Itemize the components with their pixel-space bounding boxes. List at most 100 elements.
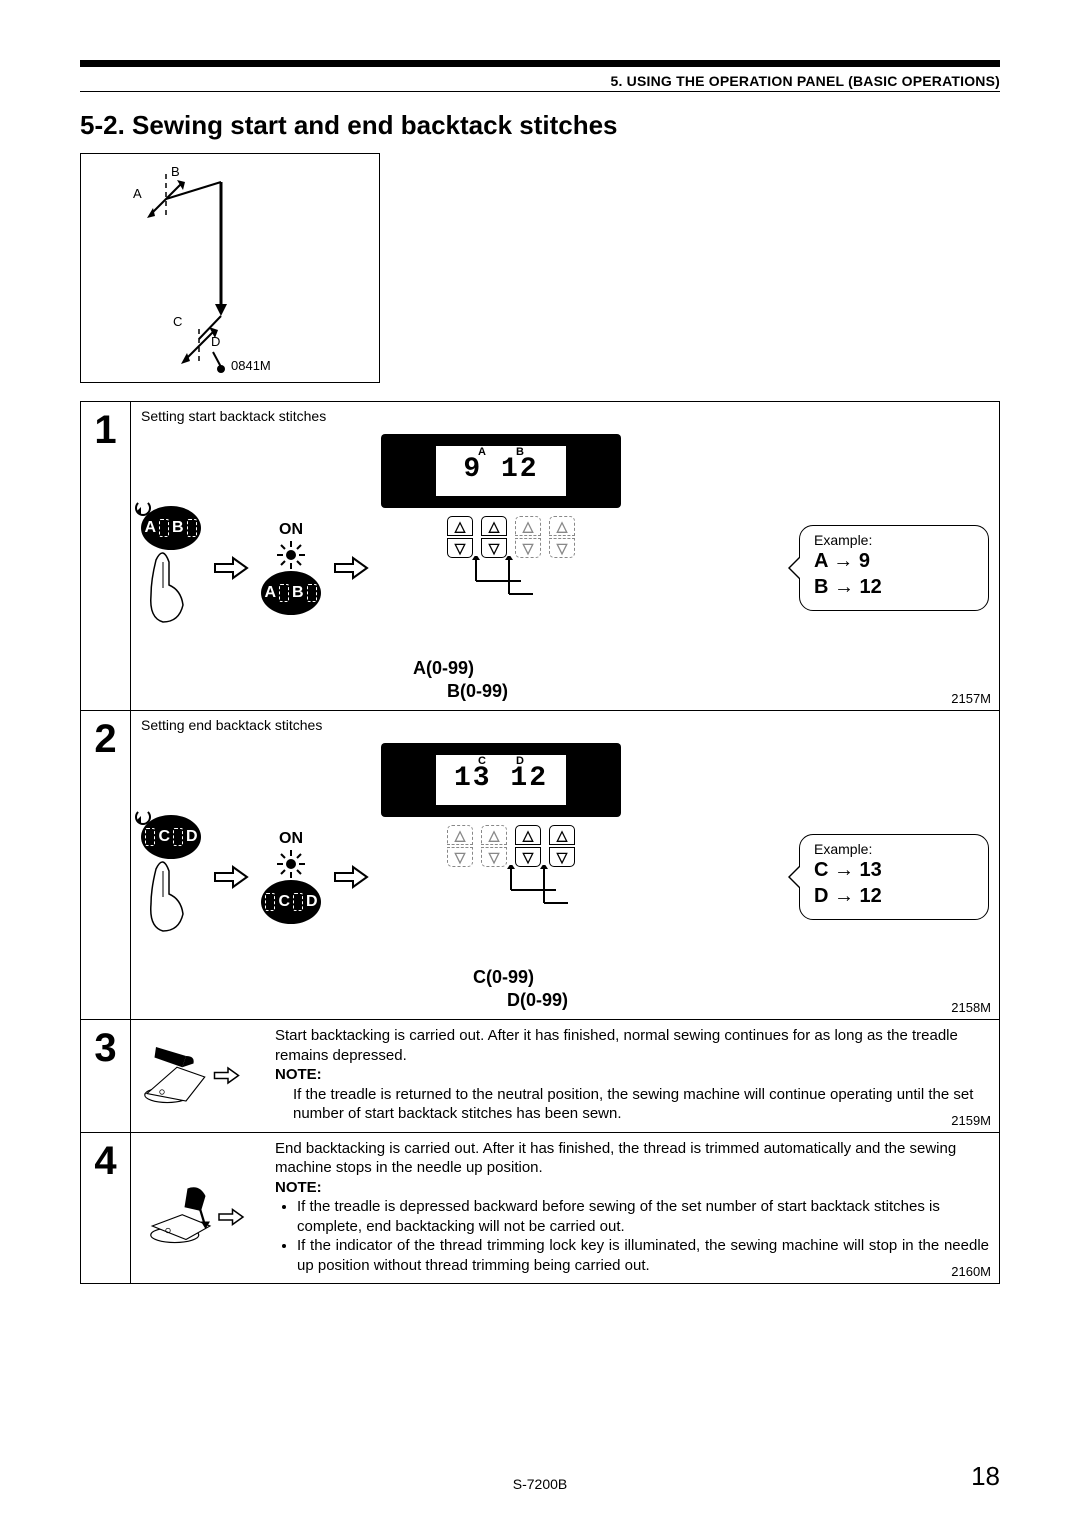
- key-up[interactable]: △: [447, 516, 473, 536]
- step-4-bullet-2: If the indicator of the thread trimming …: [297, 1236, 989, 1275]
- note-title: NOTE:: [275, 1178, 989, 1198]
- arrow-icon: [211, 548, 251, 588]
- key-down-disabled: ▽: [515, 538, 541, 558]
- step-4-text: End backtacking is carried out. After it…: [275, 1140, 956, 1177]
- step-1-num: 1: [81, 402, 131, 710]
- figure-id: 2158M: [951, 1000, 991, 1015]
- display-digits: 13 12: [454, 763, 548, 794]
- figure-id: 2157M: [951, 691, 991, 706]
- loop-icon: [135, 500, 151, 516]
- step-4-num: 4: [81, 1133, 131, 1284]
- example-line1: A → 9: [814, 548, 974, 574]
- step-4-bullet-1: If the treadle is depressed backward bef…: [297, 1197, 989, 1236]
- step-2-title: Setting end backtack stitches: [141, 717, 989, 733]
- icon-dash: [187, 519, 197, 537]
- example-callout: Example: C → 13 D → 12: [799, 834, 989, 920]
- key-down-disabled: ▽: [447, 847, 473, 867]
- icon-dash: [159, 519, 169, 537]
- footer-page: 18: [971, 1461, 1000, 1492]
- display-digits: 9 12: [463, 454, 538, 485]
- key-down[interactable]: ▽: [447, 538, 473, 558]
- icon-letter-a: A: [144, 519, 156, 537]
- step-2-num: 2: [81, 711, 131, 1019]
- ab-on-icon: ON: [261, 521, 321, 615]
- pointer-lines-icon: [461, 556, 561, 656]
- range-a: A(0-99): [413, 658, 508, 679]
- panel-display-group: A B 9 12 △ ▽: [381, 434, 641, 702]
- arrow-icon: [331, 548, 371, 588]
- figure-id: 2159M: [951, 1113, 991, 1128]
- adjust-keys: △ ▽ △ ▽ △ ▽ △: [447, 516, 575, 558]
- footer-model: S-7200B: [513, 1476, 567, 1492]
- lcd-display: C D 13 12: [381, 743, 621, 817]
- page-footer: S-7200B 18: [0, 1476, 1080, 1492]
- step-1-title: Setting start backtack stitches: [141, 408, 989, 424]
- chapter-heading: 5. USING THE OPERATION PANEL (BASIC OPER…: [80, 67, 1000, 89]
- press-cd-icon: C D: [141, 815, 201, 939]
- section-title: 5-2. Sewing start and end backtack stitc…: [80, 110, 1000, 141]
- step-2-row: 2 Setting end backtack stitches C D: [81, 711, 999, 1020]
- example-line2: D → 12: [814, 883, 974, 909]
- key-up-disabled: △: [515, 516, 541, 536]
- diagram-label-d: D: [211, 334, 220, 349]
- arrow-icon: [211, 857, 251, 897]
- example-line1: C → 13: [814, 857, 974, 883]
- diagram-label-a: A: [133, 186, 142, 201]
- icon-letter-d: D: [306, 893, 318, 911]
- panel-display-group: C D 13 12 △ ▽: [381, 743, 641, 1011]
- key-up[interactable]: △: [481, 516, 507, 536]
- note-title: NOTE:: [275, 1065, 989, 1085]
- icon-letter-b: B: [292, 584, 304, 602]
- example-title: Example:: [814, 841, 974, 857]
- header-rule: 5. USING THE OPERATION PANEL (BASIC OPER…: [80, 60, 1000, 92]
- example-title: Example:: [814, 532, 974, 548]
- key-up-disabled: △: [481, 825, 507, 845]
- key-down[interactable]: ▽: [549, 847, 575, 867]
- icon-dash: [307, 584, 317, 602]
- on-label: ON: [279, 521, 303, 539]
- steps-table: 1 Setting start backtack stitches A B: [80, 401, 1000, 1284]
- range-c: C(0-99): [473, 967, 568, 988]
- key-down-disabled: ▽: [481, 847, 507, 867]
- pointer-lines-icon: [491, 865, 591, 965]
- icon-letter-c: C: [158, 828, 170, 846]
- icon-letter-a: A: [264, 584, 276, 602]
- diagram-id: 0841M: [231, 358, 271, 373]
- step-1-row: 1 Setting start backtack stitches A B: [81, 402, 999, 711]
- on-label: ON: [279, 830, 303, 848]
- step-3-num: 3: [81, 1020, 131, 1132]
- treadle-backward-icon: [141, 1139, 261, 1276]
- key-up[interactable]: △: [515, 825, 541, 845]
- key-up[interactable]: △: [549, 825, 575, 845]
- cd-on-icon: ON: [261, 830, 321, 924]
- arrow-icon: [331, 857, 371, 897]
- range-b: B(0-99): [447, 681, 508, 702]
- diagram-label-b: B: [171, 164, 180, 179]
- loop-icon: [135, 809, 151, 825]
- step-3-text: Start backtacking is carried out. After …: [275, 1027, 958, 1064]
- diagram-label-c: C: [173, 314, 182, 329]
- hand-icon: [141, 550, 201, 630]
- led-on-icon: [275, 848, 307, 880]
- stitch-path-diagram: A B C D 0841M: [80, 153, 380, 383]
- led-on-icon: [275, 539, 307, 571]
- icon-letter-d: D: [186, 828, 198, 846]
- figure-id: 2160M: [951, 1264, 991, 1279]
- range-d: D(0-99): [507, 990, 568, 1011]
- icon-dash: [173, 828, 183, 846]
- example-callout: Example: A → 9 B → 12: [799, 525, 989, 611]
- key-down[interactable]: ▽: [515, 847, 541, 867]
- step-3-row: 3 Start: [81, 1020, 999, 1133]
- hand-icon: [141, 859, 201, 939]
- key-up-disabled: △: [447, 825, 473, 845]
- lcd-display: A B 9 12: [381, 434, 621, 508]
- key-down[interactable]: ▽: [481, 538, 507, 558]
- icon-letter-c: C: [278, 893, 290, 911]
- key-up-disabled: △: [549, 516, 575, 536]
- adjust-keys: △ ▽ △ ▽ △ ▽ △: [447, 825, 575, 867]
- key-down-disabled: ▽: [549, 538, 575, 558]
- icon-dash: [265, 893, 275, 911]
- stitch-path-svg: [91, 164, 351, 374]
- icon-dash: [279, 584, 289, 602]
- press-ab-icon: A B: [141, 506, 201, 630]
